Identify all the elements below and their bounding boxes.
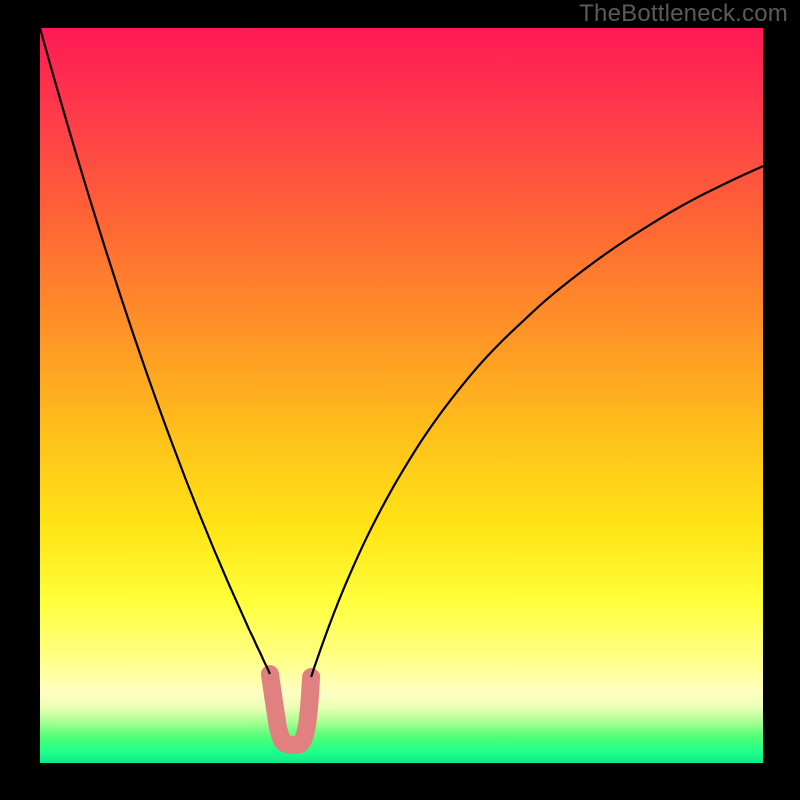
chart-canvas: { "watermark": { "text": "TheBottleneck.… <box>0 0 800 800</box>
plot-background <box>40 28 763 763</box>
watermark: TheBottleneck.com <box>579 0 788 28</box>
chart-svg <box>0 0 800 800</box>
